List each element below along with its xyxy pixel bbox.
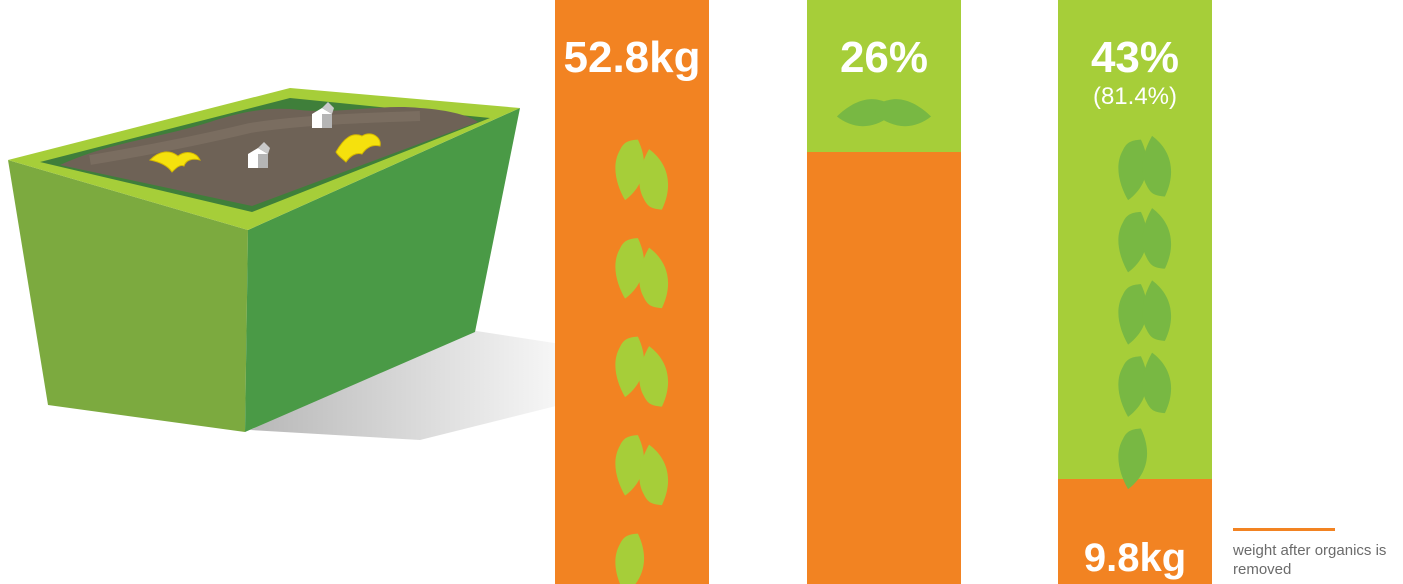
bar-label-remaining-weight: 9.8kg [1083, 536, 1187, 580]
leaf-icon [615, 238, 645, 299]
bar-segment-orange [1058, 478, 1212, 584]
leaf-icon [639, 346, 669, 407]
bar-label-percent: 43% [1090, 33, 1180, 82]
bar-total-weight: 52.8kg [555, 0, 709, 584]
carton-icon [248, 142, 270, 168]
leaf-icon [615, 435, 645, 496]
bar-label-percent: 26% [839, 33, 929, 82]
bar-sublabel: (81.4%) [1092, 83, 1178, 110]
bin-shadow [250, 330, 600, 440]
note-rule [1233, 528, 1335, 531]
leaf-pair-icon [836, 99, 932, 127]
leaf-icon [1118, 428, 1148, 490]
leaf-vine-icon [615, 139, 669, 584]
bin-soil-highlight [89, 111, 421, 165]
bar-organics-share: 26% [807, 0, 961, 584]
leaf-icon [874, 99, 932, 127]
leaf-icon [1142, 280, 1172, 341]
leaf-icon [615, 336, 645, 398]
leaf-icon [1118, 139, 1148, 201]
leaf-icon [1142, 135, 1172, 197]
leaf-icon [615, 533, 645, 584]
leaf-icon [615, 139, 645, 201]
leaf-vine-icon [1118, 135, 1172, 490]
bin-front [245, 108, 520, 432]
bar-organics-removed: 43% (81.4%) 9.8kg [1058, 0, 1212, 584]
banana-peel-icon [335, 133, 381, 163]
bin-soil [60, 107, 478, 206]
leaf-icon [1118, 211, 1148, 273]
leaf-icon [639, 247, 669, 309]
bar-segment-lime [807, 0, 961, 152]
bin-illustration [8, 88, 600, 440]
carton-icon [312, 102, 334, 128]
leaf-icon [639, 149, 669, 210]
leaf-icon [1118, 356, 1148, 417]
leaf-icon [1142, 352, 1172, 414]
bar-label-total: 52.8kg [563, 33, 701, 82]
leaf-icon [639, 444, 669, 506]
leaf-icon [1142, 208, 1172, 269]
bar-segment-orange [807, 151, 961, 584]
banana-peel-icon [148, 151, 201, 173]
leaf-icon [1118, 284, 1148, 345]
bin-side [8, 160, 248, 432]
note-text: weight after organics is removed [1233, 542, 1387, 578]
